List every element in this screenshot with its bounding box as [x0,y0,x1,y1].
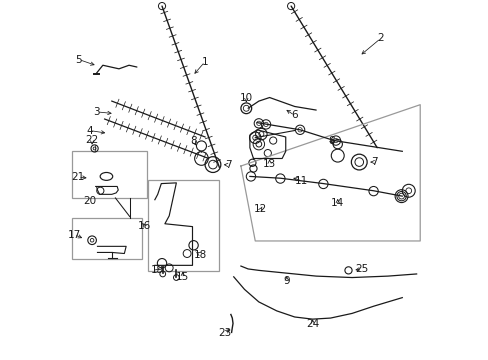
Bar [72,151,147,198]
Text: 4: 4 [86,126,93,135]
Text: 24: 24 [305,319,319,329]
Text: 12: 12 [253,204,267,215]
Text: 13: 13 [263,159,276,169]
Text: 11: 11 [295,176,308,186]
Text: 7: 7 [370,157,377,167]
Text: 25: 25 [355,264,368,274]
Text: 22: 22 [85,135,99,145]
Text: 9: 9 [283,276,289,286]
Text: 3: 3 [93,107,100,117]
Text: 20: 20 [83,196,96,206]
Text: 6: 6 [291,111,297,121]
Text: 15: 15 [176,272,189,282]
Text: 14: 14 [330,198,344,208]
Text: 19: 19 [150,265,163,275]
Text: 8: 8 [190,136,197,146]
Text: 2: 2 [377,33,383,43]
Text: 16: 16 [138,221,151,231]
Text: 8: 8 [327,136,334,145]
Text: 5: 5 [75,54,82,64]
Text: 23: 23 [218,328,231,338]
Text: 10: 10 [239,93,252,103]
Bar [72,218,142,259]
Text: 1: 1 [202,57,208,67]
Text: 17: 17 [67,230,81,239]
Text: 7: 7 [224,160,231,170]
Bar [147,180,219,271]
Text: 18: 18 [194,249,207,260]
Text: 21: 21 [71,172,84,182]
